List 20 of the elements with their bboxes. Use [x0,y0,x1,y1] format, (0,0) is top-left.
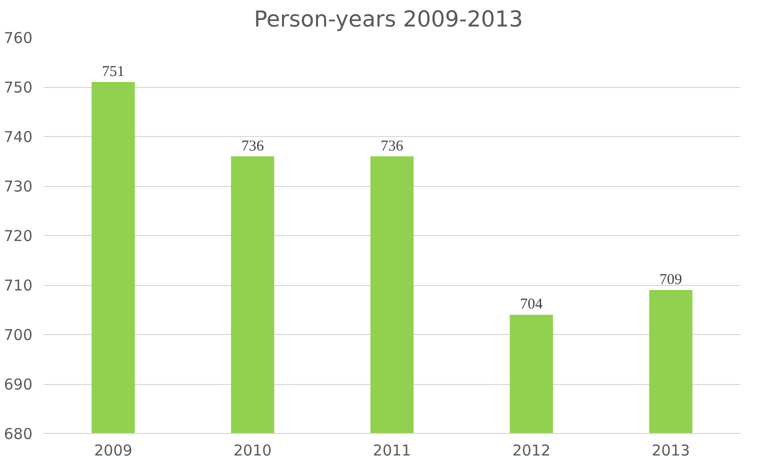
y-tick-label: 740 [4,128,33,146]
y-tick-label: 730 [4,178,33,196]
data-label: 704 [520,296,544,313]
data-label: 751 [102,64,124,80]
y-tick-label: 710 [4,276,33,294]
data-label: 736 [380,138,404,154]
y-tick-label: 690 [4,376,33,394]
y-tick-label: 700 [4,326,33,344]
y-tick-label: 720 [4,227,33,245]
data-label: 736 [241,138,264,154]
y-tick-label: 760 [4,29,33,47]
chart-title: Person-years 2009-2013 [254,8,523,32]
y-tick-label: 750 [4,78,33,96]
data-label: 709 [660,272,682,288]
x-tick-label: 2012 [512,442,550,460]
x-tick-label: 2010 [234,442,272,460]
x-tick-label: 2009 [94,442,132,460]
y-tick-label: 680 [4,425,33,443]
x-tick-label: 2013 [652,442,690,460]
x-tick-label: 2011 [372,442,412,460]
